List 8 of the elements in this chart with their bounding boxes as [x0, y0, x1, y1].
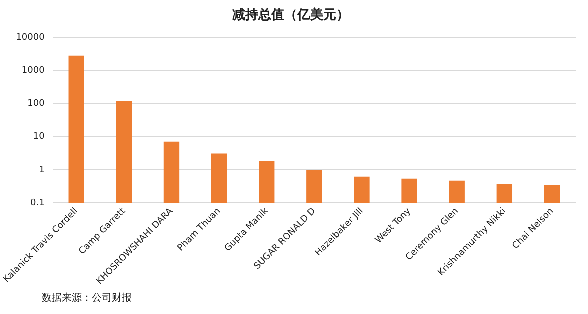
y-tick-label: 10 — [33, 132, 46, 142]
source-note: 数据来源：公司财报 — [42, 292, 132, 305]
chart-title: 减持总值（亿美元） — [232, 7, 350, 24]
y-tick-label: 100 — [28, 99, 46, 110]
y-tick-label: 1000 — [22, 66, 46, 76]
y-tick-label: 1 — [39, 165, 45, 176]
y-tick-label: 10000 — [16, 32, 46, 43]
y-tick-label: 0.1 — [30, 198, 45, 208]
